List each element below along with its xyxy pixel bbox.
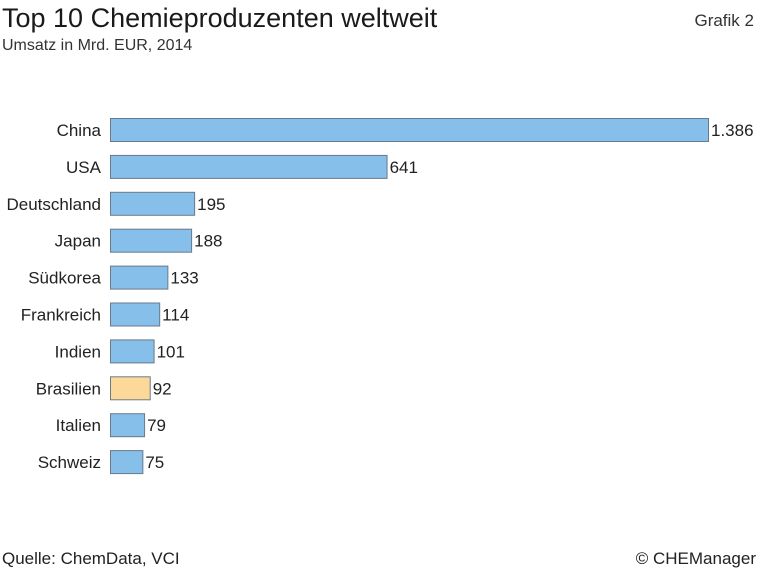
value-label-suedkorea: 133 bbox=[170, 269, 198, 288]
value-label-china: 1.386 bbox=[711, 121, 754, 140]
category-label-italien: Italien bbox=[56, 416, 101, 435]
value-label-italien: 79 bbox=[147, 416, 166, 435]
category-label-usa: USA bbox=[66, 158, 102, 177]
category-label-schweiz: Schweiz bbox=[38, 453, 101, 472]
bar-suedkorea bbox=[110, 265, 169, 290]
bar-deutschland bbox=[110, 191, 196, 216]
bar-brasilien bbox=[110, 376, 151, 401]
bar-china bbox=[110, 118, 709, 142]
value-label-schweiz: 75 bbox=[145, 453, 164, 472]
category-label-brasilien: Brasilien bbox=[36, 379, 101, 398]
chart-subtitle: Umsatz in Mrd. EUR, 2014 bbox=[2, 37, 193, 54]
category-label-deutschland: Deutschland bbox=[6, 195, 101, 214]
bar-japan bbox=[110, 228, 193, 253]
bar-usa bbox=[110, 154, 388, 179]
category-label-japan: Japan bbox=[55, 232, 101, 251]
value-label-brasilien: 92 bbox=[153, 379, 172, 398]
bar-indien bbox=[110, 339, 155, 364]
source-note: Quelle: ChemData, VCI bbox=[2, 549, 180, 568]
value-label-japan: 188 bbox=[194, 232, 222, 251]
figure-label: Grafik 2 bbox=[694, 11, 754, 30]
category-label-suedkorea: Südkorea bbox=[28, 269, 101, 288]
bar-schweiz bbox=[110, 450, 144, 475]
chart-title: Top 10 Chemieproduzenten weltweit bbox=[2, 3, 438, 33]
value-label-usa: 641 bbox=[390, 158, 418, 177]
value-label-frankreich: 114 bbox=[162, 306, 189, 325]
value-label-deutschland: 195 bbox=[197, 195, 225, 214]
bar-frankreich bbox=[110, 302, 161, 327]
category-label-indien: Indien bbox=[55, 342, 101, 361]
bar-italien bbox=[110, 413, 146, 438]
category-label-china: China bbox=[57, 121, 102, 140]
value-label-indien: 101 bbox=[157, 342, 185, 361]
copyright-note: © CHEManager bbox=[635, 549, 756, 568]
category-label-frankreich: Frankreich bbox=[21, 306, 101, 325]
